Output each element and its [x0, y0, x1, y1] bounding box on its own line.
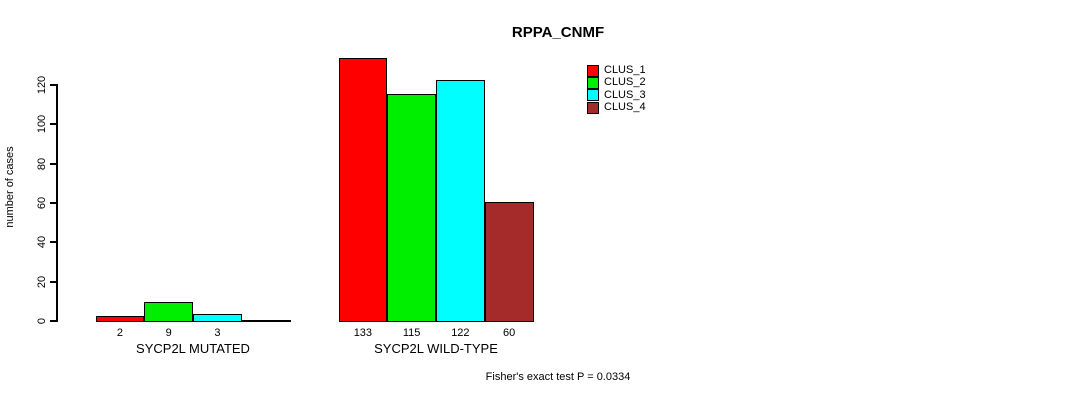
- y-axis-line: [56, 84, 58, 322]
- bar-clus_4: [484, 202, 534, 322]
- category-label: SYCP2L MUTATED: [136, 341, 250, 356]
- y-tick-label: 60: [36, 196, 48, 210]
- bar-value-label: 133: [353, 327, 373, 339]
- legend-item-clus_2: CLUS_2: [587, 76, 646, 89]
- y-tick: [50, 241, 57, 244]
- chart-title: RPPA_CNMF: [511, 24, 605, 41]
- y-tick: [50, 280, 57, 283]
- legend-label: CLUS_4: [604, 101, 646, 114]
- legend-label: CLUS_1: [604, 64, 646, 76]
- bar-value-label: 115: [402, 327, 421, 339]
- legend-label: CLUS_3: [604, 88, 646, 101]
- y-axis-title: number of cases: [4, 146, 16, 228]
- y-tick-label: 120: [36, 75, 48, 95]
- bar-value-label: 2: [116, 327, 123, 339]
- bar-clus_3: [193, 314, 242, 322]
- legend-swatch-icon: [587, 76, 599, 89]
- legend-swatch-icon: [587, 64, 599, 77]
- y-tick: [50, 123, 57, 126]
- bar-value-label: 122: [451, 327, 470, 339]
- bar-clus_2: [144, 302, 193, 322]
- bar-clus_1: [95, 316, 145, 322]
- bar-value-label: 3: [214, 327, 221, 339]
- y-tick-label: 0: [36, 317, 48, 325]
- fisher-test-annotation: Fisher's exact test P = 0.0334: [485, 371, 631, 383]
- category-label: SYCP2L WILD-TYPE: [374, 341, 498, 356]
- legend-label: CLUS_2: [604, 76, 646, 89]
- legend-item-clus_1: CLUS_1: [587, 64, 646, 77]
- legend-item-clus_3: CLUS_3: [587, 88, 646, 102]
- bar-value-label: 60: [503, 327, 516, 339]
- bar-clus_3: [436, 80, 485, 322]
- legend-swatch-icon: [587, 89, 599, 102]
- y-tick: [50, 84, 57, 86]
- y-tick-label: 20: [36, 275, 48, 288]
- bar-clus_2: [387, 93, 436, 322]
- y-tick-label: 40: [36, 236, 48, 249]
- y-tick: [50, 320, 57, 322]
- y-tick: [50, 162, 57, 165]
- legend-item-clus_4: CLUS_4: [587, 101, 646, 114]
- bar-clus_1: [338, 58, 388, 322]
- y-tick-label: 80: [36, 157, 48, 170]
- legend-swatch-icon: [587, 101, 599, 114]
- y-tick-label: 100: [36, 115, 48, 134]
- legend: CLUS_1 CLUS_2 CLUS_3 CLUS_4: [587, 64, 646, 115]
- y-tick: [50, 202, 57, 204]
- bar-value-label: 9: [165, 327, 172, 339]
